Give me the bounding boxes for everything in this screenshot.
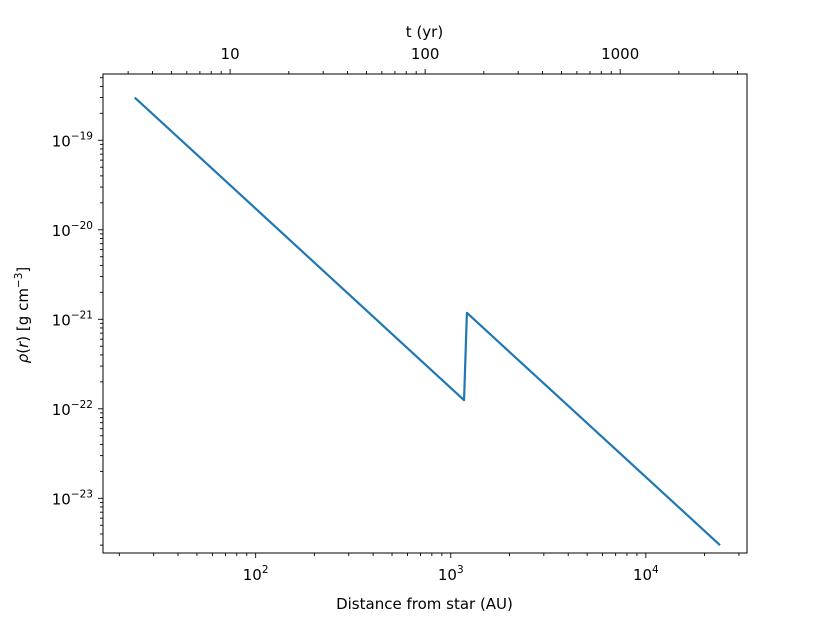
x-axis-title: Distance from star (AU) [336,595,513,613]
y-tick-label: 10−20 [52,220,93,240]
top-tick-label: 10 [221,45,240,63]
series-line [134,96,721,546]
y-tick-label: 10−23 [52,488,93,508]
y-tick-label: 10−21 [52,309,93,329]
tick-labels: 102 103 104 10−19 10−20 10−21 10−22 10−23 10 100 1… [52,45,659,584]
tick-marks [98,69,740,558]
x-tick-label: 104 [633,564,659,584]
x-tick-label: 103 [438,564,464,584]
top-tick-label: 100 [411,45,440,63]
x-tick-label: 102 [243,564,269,584]
secondary-x-axis-title: t (yr) [406,23,443,41]
y-tick-label: 10−22 [52,399,93,419]
y-axis-title: ρ(r) [g cm−3] [13,267,32,364]
plot-frame [102,73,748,554]
y-tick-label: 10−19 [52,130,93,150]
top-tick-label: 1000 [601,45,639,63]
